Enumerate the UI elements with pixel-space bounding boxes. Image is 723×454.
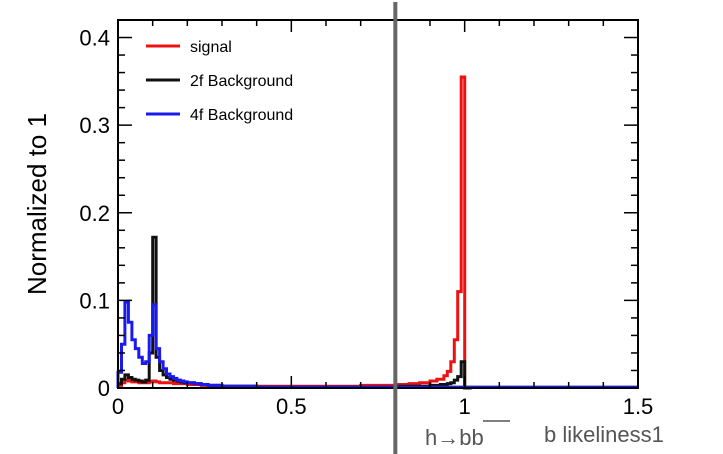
x-axis-label-right: b likeliness1 [544,422,664,447]
x-tick-label: 0 [112,394,124,419]
y-tick-label: 0 [98,376,110,401]
legend: signal 2f Background 4f Background [146,39,293,124]
y-axis-label: Normalized to 1 [22,113,52,295]
x-tick-label: 1.5 [623,394,654,419]
series-line-signal [116,75,472,390]
series-line-2f-background [116,235,472,390]
series-line-4f-background [116,300,638,389]
y-tick-label: 0.4 [79,26,110,51]
x-tick-label: 0.5 [276,394,307,419]
legend-label: signal [190,39,232,56]
x-tick-label: 1 [459,394,471,419]
y-tick-label: 0.3 [79,113,110,138]
axis-ticks: 0 0.5 1 1.5 0 0.1 0.2 0.3 0.4 [79,20,653,419]
y-tick-label: 0.1 [79,288,110,313]
legend-label: 4f Background [190,107,293,124]
plot-frame [117,19,639,389]
legend-label: 2f Background [190,73,293,90]
y-tick-label: 0.2 [79,201,110,226]
x-axis-label-left: h→bb [425,425,484,450]
